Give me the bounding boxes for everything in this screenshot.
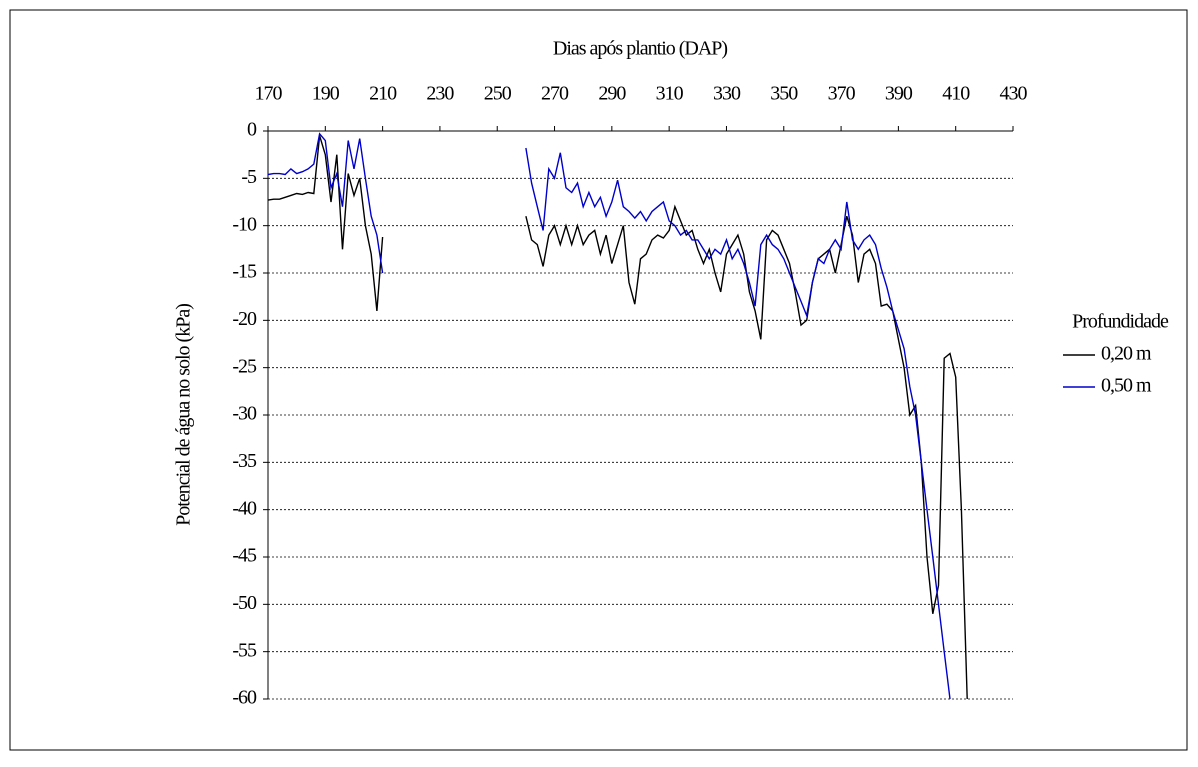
y-tick-label: 0 <box>247 119 257 141</box>
x-tick-label: 350 <box>770 83 798 105</box>
x-tick-label: 410 <box>942 83 970 105</box>
y-tick-label: -50 <box>232 592 257 614</box>
x-tick-label: 230 <box>426 83 454 105</box>
x-axis-title: Dias após plantio (DAP) <box>553 38 728 60</box>
x-tick-label: 290 <box>598 83 626 105</box>
x-tick-label: 310 <box>656 83 684 105</box>
y-tick-label: -10 <box>232 213 257 235</box>
x-tick-label: 370 <box>828 83 856 105</box>
y-tick-label: -40 <box>232 497 257 519</box>
x-tick-label: 390 <box>885 83 913 105</box>
legend-label: 0,20 m <box>1101 343 1152 365</box>
x-tick-label: 210 <box>369 83 397 105</box>
plot-area <box>268 132 968 700</box>
legend-title: Profundidade <box>1072 311 1169 333</box>
y-tick-label: -35 <box>232 450 257 472</box>
legend-label: 0,50 m <box>1101 375 1152 397</box>
y-tick-label: -60 <box>232 687 257 709</box>
chart-border <box>9 9 1188 751</box>
x-tick-label: 250 <box>484 83 512 105</box>
x-tick-label: 170 <box>255 83 283 105</box>
x-tick-label: 270 <box>541 83 569 105</box>
x-tick-label: 430 <box>1000 83 1028 105</box>
y-tick-label: -25 <box>232 355 257 377</box>
y-tick-label: -15 <box>232 261 257 283</box>
x-tick-label: 330 <box>713 83 741 105</box>
series-line <box>268 132 951 700</box>
x-tick-label: 190 <box>312 83 340 105</box>
y-axis-title: Potencial de água no solo (kPa) <box>173 304 195 526</box>
y-tick-label: -5 <box>241 166 257 188</box>
y-tick-label: -30 <box>232 403 257 425</box>
y-tick-label: -45 <box>232 545 257 567</box>
y-tick-label: -20 <box>232 308 257 330</box>
y-tick-label: -55 <box>232 639 257 661</box>
